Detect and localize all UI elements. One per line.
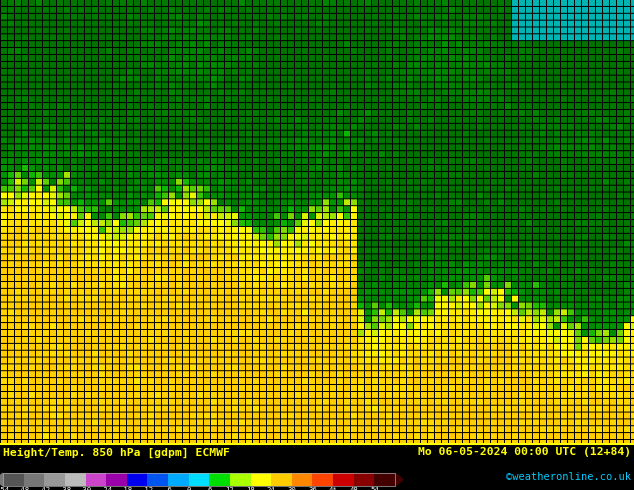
Bar [292,473,313,486]
Bar [189,473,209,486]
Text: 18: 18 [246,487,255,490]
Bar [23,473,44,486]
Text: -24: -24 [100,487,113,490]
Text: 54: 54 [370,487,378,490]
Bar [354,473,374,486]
Bar [209,473,230,486]
Polygon shape [395,473,403,486]
Text: 24: 24 [267,487,276,490]
Text: -42: -42 [37,487,51,490]
Text: -48: -48 [17,487,30,490]
Bar [44,473,65,486]
Bar [127,473,148,486]
Text: 12: 12 [226,487,235,490]
Text: -54: -54 [0,487,10,490]
Text: -12: -12 [141,487,154,490]
Text: Height/Temp. 850 hPa [gdpm] ECMWF: Height/Temp. 850 hPa [gdpm] ECMWF [3,447,230,458]
Text: 36: 36 [308,487,317,490]
Bar [313,473,333,486]
Text: -30: -30 [79,487,92,490]
Bar [3,473,23,486]
Text: 4*: 4* [329,487,337,490]
Text: 6: 6 [207,487,212,490]
Bar [230,473,250,486]
Text: -38: -38 [58,487,72,490]
Text: 30: 30 [287,487,296,490]
Bar [250,473,271,486]
Text: 48: 48 [349,487,358,490]
Text: 0: 0 [186,487,191,490]
Bar [374,473,395,486]
Bar [168,473,189,486]
Polygon shape [0,473,3,486]
Bar [333,473,354,486]
Text: ©weatheronline.co.uk: ©weatheronline.co.uk [506,472,631,482]
Text: -18: -18 [120,487,133,490]
Bar [86,473,106,486]
Text: -6: -6 [164,487,172,490]
Text: Mo 06-05-2024 00:00 UTC (12+84): Mo 06-05-2024 00:00 UTC (12+84) [418,447,631,457]
Bar [271,473,292,486]
Bar [65,473,86,486]
Bar [106,473,127,486]
Bar [3,473,395,486]
Bar [148,473,168,486]
